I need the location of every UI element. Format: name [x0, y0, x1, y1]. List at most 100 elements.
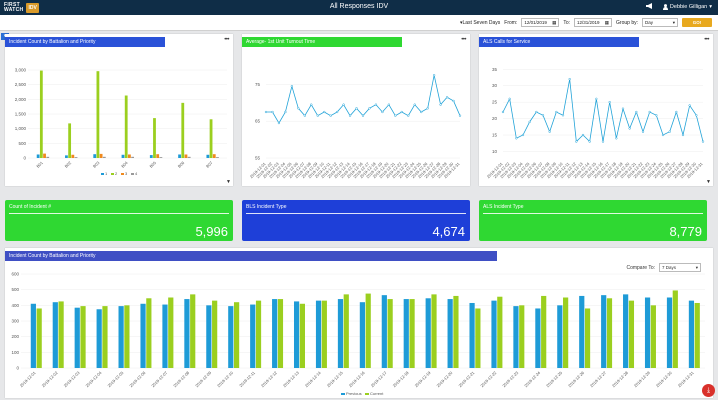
x-tick-label: 2019-12-29: [633, 370, 652, 389]
y-tick-label: 15: [492, 133, 498, 138]
bar: [181, 102, 185, 158]
x-tick-label: 2019-12-14: [304, 370, 323, 389]
data-point: [555, 110, 558, 114]
bar: [321, 300, 327, 368]
app-logo[interactable]: FIRST WATCH IDV: [4, 2, 39, 13]
from-date-input[interactable]: 12/01/2019 ▦: [521, 18, 560, 27]
bar: [337, 299, 344, 368]
data-point: [284, 110, 287, 114]
kpi-label: Count of Incident #: [9, 204, 51, 210]
data-point: [355, 107, 358, 110]
bar: [184, 154, 188, 158]
to-date-input[interactable]: 12/31/2019 ▦: [574, 18, 613, 27]
bar: [541, 295, 547, 368]
kpi-divider: [483, 213, 703, 214]
data-point: [432, 74, 436, 77]
x-tick-label: B04: [120, 160, 129, 169]
user-icon: [662, 4, 668, 10]
bar: [140, 303, 146, 368]
bar: [74, 157, 78, 158]
x-tick-label: 2019-12-12: [260, 370, 279, 389]
bar: [277, 299, 284, 368]
more-options-icon[interactable]: •••: [704, 37, 709, 43]
bar: [146, 298, 152, 368]
bar: [469, 302, 475, 368]
more-options-icon[interactable]: •••: [224, 37, 229, 43]
bar: [128, 154, 131, 158]
bar: [96, 309, 102, 368]
data-point: [701, 140, 705, 143]
data-point: [648, 110, 651, 114]
scroll-down-icon[interactable]: ▼: [706, 179, 711, 185]
bar: [212, 300, 218, 368]
data-point: [426, 107, 429, 110]
series-line: [502, 79, 704, 143]
data-point: [387, 103, 391, 106]
bar: [601, 295, 607, 368]
user-menu[interactable]: Debbie Gilligan ▾: [662, 4, 712, 10]
data-point: [668, 130, 671, 133]
data-point: [335, 110, 339, 114]
bar: [293, 301, 300, 368]
bar: [453, 295, 459, 368]
go-button[interactable]: GO!: [682, 18, 712, 27]
data-point: [348, 114, 352, 117]
legend-swatch: [121, 173, 124, 175]
data-point: [342, 103, 345, 106]
data-point: [575, 140, 578, 143]
data-point: [621, 107, 625, 110]
date-range-dropdown[interactable]: ▾Last Seven Days: [460, 20, 500, 26]
data-point: [420, 110, 423, 114]
data-point: [407, 114, 410, 117]
bar: [250, 304, 256, 368]
more-options-icon[interactable]: •••: [461, 37, 466, 43]
page-title: All Responses IDV: [329, 3, 389, 10]
kpi-divider: [246, 213, 466, 214]
x-tick-label: 2019-12-25: [545, 370, 564, 389]
bar: [71, 154, 75, 158]
megaphone-icon[interactable]: [645, 3, 653, 11]
bar: [206, 154, 210, 158]
scroll-down-icon[interactable]: ▼: [226, 179, 231, 185]
data-point: [439, 103, 442, 106]
groupby-label: Group by:: [616, 19, 638, 26]
data-point: [608, 100, 611, 104]
kpi-value: 5,996: [195, 224, 228, 239]
compare-select[interactable]: 7 Days ▾: [659, 263, 701, 272]
bar: [52, 302, 58, 368]
calendar-icon[interactable]: ▦: [552, 19, 557, 25]
x-tick-label: 2019-12-30: [655, 370, 674, 389]
x-tick-label: 2019-12-13: [282, 370, 301, 389]
panel-turnout-time: Average- 1st Unit Turnout Time ••• 75 65 5…: [242, 34, 470, 186]
bar: [131, 156, 134, 158]
bar: [124, 95, 128, 158]
data-point: [413, 103, 416, 106]
legend-label: Previous: [346, 391, 362, 396]
data-point: [695, 114, 698, 117]
x-tick-label: 2019-12-11: [238, 370, 256, 388]
y-tick-label: 500: [18, 141, 26, 146]
bar: [102, 156, 106, 158]
x-tick-label: 2019-12-28: [611, 370, 630, 389]
data-point: [521, 133, 525, 137]
bar: [688, 300, 695, 368]
logo-badge: IDV: [26, 2, 39, 13]
bar: [65, 155, 68, 158]
data-point: [374, 103, 378, 106]
bar: [184, 299, 190, 368]
bar: [36, 154, 40, 158]
panel-title: Incident Count by Battalion and Priority: [5, 37, 165, 47]
download-icon[interactable]: ⤓: [702, 384, 715, 397]
bar: [584, 308, 591, 368]
legend-label: 1: [105, 171, 108, 176]
bar: [99, 153, 103, 158]
calendar-icon[interactable]: ▦: [604, 19, 610, 25]
groupby-select[interactable]: Day ▾: [642, 18, 678, 27]
x-tick-label: 2019-12-24: [523, 370, 542, 389]
y-tick-label: 1,500: [15, 112, 27, 117]
data-point: [661, 133, 665, 137]
bar: [68, 123, 72, 158]
data-point: [361, 114, 365, 117]
bar: [124, 305, 130, 368]
y-tick-label: 0: [23, 156, 26, 161]
